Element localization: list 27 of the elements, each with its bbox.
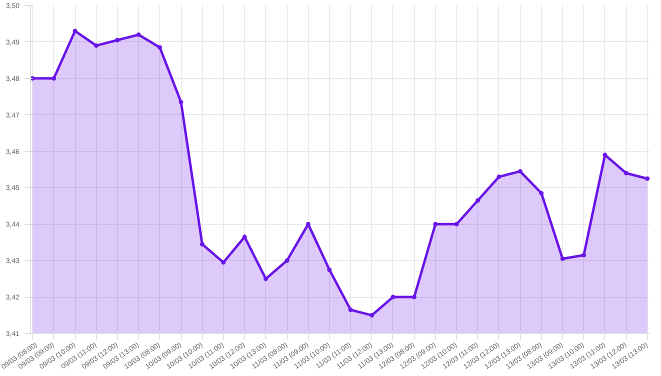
point [72,28,78,34]
point [94,43,98,48]
point [539,190,544,196]
point [52,76,56,81]
point [348,308,353,312]
point [264,276,268,282]
point [327,267,332,272]
point [645,176,650,181]
point [158,45,162,50]
point [370,313,374,318]
point [476,198,480,203]
point [178,100,184,104]
point [390,294,396,300]
point [284,258,290,263]
point [242,234,247,240]
point [115,38,120,42]
point [454,222,459,226]
point [412,294,416,300]
point [582,252,586,258]
point [136,32,141,37]
point [496,174,502,180]
point [200,242,204,246]
point [433,222,438,226]
point [560,256,565,262]
point [221,260,226,265]
point [518,169,522,174]
point [624,170,628,176]
